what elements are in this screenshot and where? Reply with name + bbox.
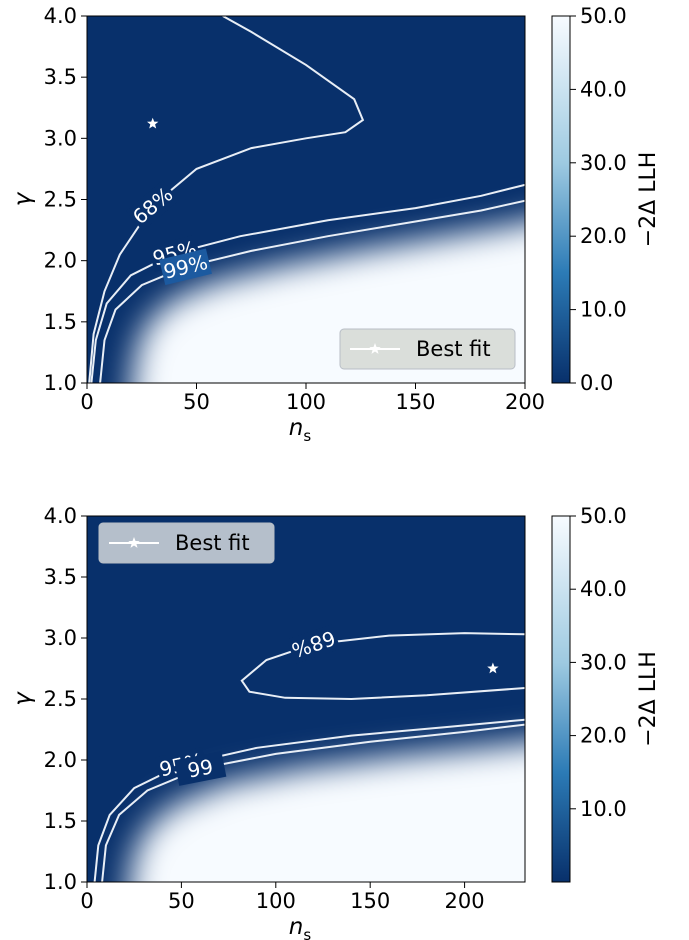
x-tick-label: 150 [395, 390, 435, 414]
y-tick-label: 3.0 [44, 126, 77, 150]
high-llh-region [130, 742, 525, 882]
best-fit-star [147, 117, 159, 129]
best-fit-star [487, 662, 499, 674]
y-axis-label: γ [10, 191, 36, 206]
contour-line [240, 632, 525, 701]
contour-2: 99% [99, 199, 525, 383]
colorbar-tick-label: 0.0 [580, 371, 613, 395]
x-axis-label-main: n [289, 415, 304, 441]
y-tick-label: 1.0 [44, 371, 77, 395]
contour-line [99, 199, 525, 383]
colorbar [551, 15, 571, 384]
contour-line [90, 183, 525, 383]
contour-label-bg [159, 248, 212, 286]
upper-panel: 68%95%99%0 50 100 150 2001.01.52.02.53.03.54… [10, 4, 661, 445]
y-tick-label: 2.5 [44, 687, 77, 711]
y-tick-label: 3.5 [44, 565, 77, 589]
x-tick-label: 150 [350, 889, 390, 913]
colorbar [551, 515, 571, 883]
colorbar-tick-label: 20.0 [580, 224, 627, 248]
y-tick-label: 3.5 [44, 65, 77, 89]
x-axis-label-main: n [289, 914, 304, 940]
y-tick-label: 4.0 [44, 4, 77, 28]
y-tick-label: 2.0 [44, 748, 77, 772]
colorbar-tick-label: 40.0 [580, 77, 627, 101]
contour-label-text: 99 [186, 754, 216, 782]
contour-line [88, 16, 365, 383]
colorbar-tick-label: 30.0 [580, 151, 627, 175]
y-tick-label: 4.0 [44, 504, 77, 528]
y-tick-label: 2.5 [44, 188, 77, 212]
x-tick-label: 200 [505, 390, 545, 414]
y-tick-label: 1.5 [44, 809, 77, 833]
y-tick-label: 1.5 [44, 310, 77, 334]
y-tick-label: 2.0 [44, 249, 77, 273]
x-tick-label: 50 [183, 390, 210, 414]
contour-label-group: 99 [174, 751, 227, 786]
x-tick-label: 100 [256, 889, 296, 913]
legend-label: Best fit [175, 531, 250, 555]
legend-star-icon [369, 343, 381, 354]
legend-label: Best fit [416, 337, 491, 361]
colorbar-tick-label: 30.0 [580, 650, 627, 674]
colorbar-tick-label: 50.0 [580, 504, 627, 528]
legend-box [98, 522, 275, 564]
x-axis-label: ns [289, 914, 312, 940]
x-tick-label: 200 [445, 889, 485, 913]
y-axis-label: γ [10, 691, 36, 706]
x-tick-label: 100 [286, 390, 326, 414]
legend-box [339, 328, 516, 370]
heatmap-field [130, 742, 525, 882]
x-tick-label: 0 [80, 390, 93, 414]
colorbar-tick-label: 20.0 [580, 724, 627, 748]
x-axis-label-subscript: s [303, 926, 311, 940]
colorbar-tick-label: 40.0 [580, 577, 627, 601]
y-tick-label: 3.0 [44, 626, 77, 650]
contour-label-bg [174, 751, 227, 786]
colorbar-tick-label: 50.0 [580, 4, 627, 28]
colorbar-tick-label: 10.0 [580, 797, 627, 821]
contour-2: 99 [101, 723, 525, 882]
x-axis-label: ns [289, 415, 312, 445]
colorbar-label: −2Δ LLH [636, 152, 661, 248]
x-tick-label: 0 [80, 889, 93, 913]
x-axis-label-subscript: s [303, 427, 311, 445]
y-tick-label: 1.0 [44, 870, 77, 894]
lower-panel: 68%95%990501001502001.01.52.02.53.03.54.… [10, 504, 661, 940]
legend-star-icon [128, 537, 140, 548]
contour-label-bg [286, 624, 341, 665]
x-tick-label: 50 [168, 889, 195, 913]
colorbar-label: −2Δ LLH [636, 651, 661, 747]
colorbar-tick-label: 10.0 [580, 298, 627, 322]
contour-label-bg [125, 180, 180, 231]
